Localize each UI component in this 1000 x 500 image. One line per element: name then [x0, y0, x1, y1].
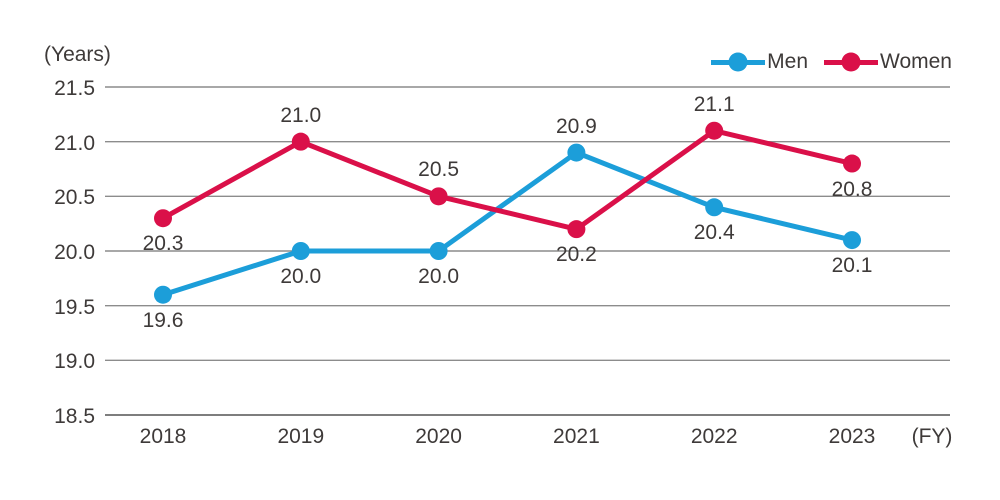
- series-line-men: [162, 150, 853, 298]
- data-point-men-2020: [429, 242, 448, 260]
- legend-item-men: Men: [711, 50, 808, 74]
- legend-label-women: Women: [880, 50, 952, 73]
- men-series-dot-icon: [728, 52, 748, 72]
- series-line-women: [161, 128, 853, 232]
- data-point-men-2019: [291, 242, 310, 260]
- data-point-women-2019: [291, 132, 310, 151]
- men-series-marker-icon: [711, 52, 766, 72]
- legend: Men Women: [711, 50, 952, 74]
- data-point-women-2023: [843, 154, 861, 173]
- y-axis-title: (Years): [44, 43, 111, 66]
- x-axis-unit-label: (FY): [911, 425, 953, 448]
- data-point-men-2022: [705, 198, 724, 217]
- legend-label-men: Men: [767, 50, 809, 73]
- data-point-women-2022: [705, 121, 724, 140]
- women-series-marker-icon: [824, 52, 879, 72]
- data-point-women-2021: [567, 220, 586, 239]
- data-point-men-2021: [567, 143, 586, 162]
- women-series-dot-icon: [841, 52, 861, 72]
- data-point-women-2018: [154, 209, 172, 228]
- data-point-women-2020: [429, 187, 448, 206]
- legend-item-women: Women: [824, 50, 952, 74]
- data-point-men-2018: [154, 285, 172, 304]
- data-point-men-2023: [843, 231, 861, 250]
